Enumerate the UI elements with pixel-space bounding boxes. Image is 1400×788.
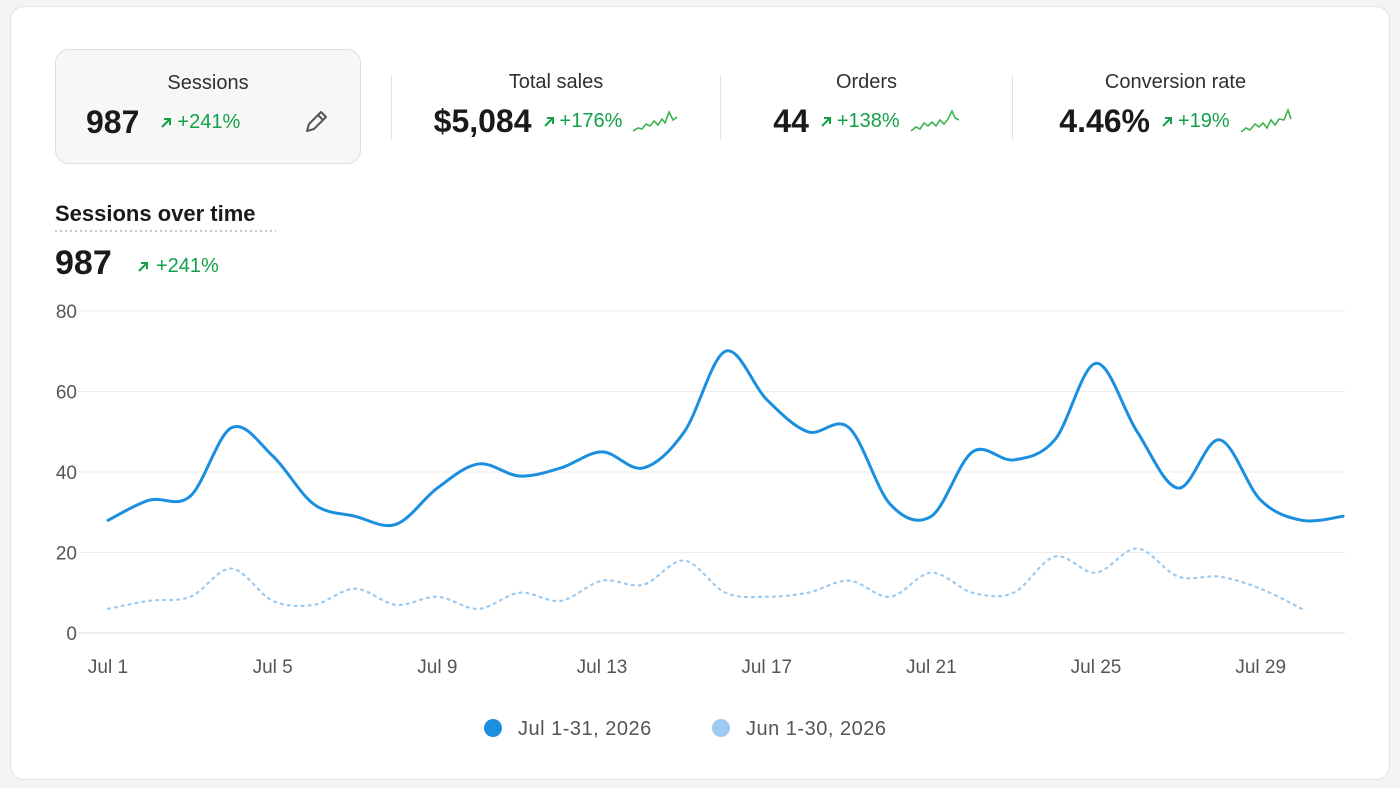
metric-row: 987 +241% [56, 104, 360, 141]
divider [391, 75, 392, 140]
y-tick-label: 80 [56, 302, 77, 323]
metric-value: 4.46% [1059, 103, 1150, 139]
y-tick-label: 0 [66, 624, 77, 645]
metric-value: 987 [86, 104, 140, 140]
x-tick-label: Jul 17 [741, 657, 792, 678]
sparkline [632, 109, 678, 132]
metric-label: Conversion rate [1104, 71, 1247, 93]
chart-total: 987 [55, 244, 112, 282]
metric-card[interactable]: Conversion rate 4.46% +19% [1013, 49, 1338, 164]
metric-card[interactable]: Total sales $5,084 +176% [392, 49, 720, 164]
metric-card[interactable]: Sessions 987 +241% [55, 49, 361, 164]
metric-change: +176% [542, 110, 623, 133]
x-tick-label: Jul 5 [253, 657, 293, 678]
divider [1012, 75, 1013, 140]
up-arrow [821, 116, 831, 127]
metric-row: 4.46% +19% [1013, 103, 1338, 140]
y-tick-label: 20 [56, 544, 77, 565]
x-tick-label: Jul 29 [1235, 657, 1286, 678]
up-arrow [543, 116, 554, 127]
change-text: +138% [836, 110, 900, 132]
up-arrow [138, 262, 148, 272]
sparkline [910, 108, 960, 132]
metric-card[interactable]: Orders 44 +138% [721, 49, 1012, 164]
sparkline [1240, 107, 1292, 133]
x-tick-label: Jul 1 [88, 657, 128, 678]
series-line [106, 349, 1345, 528]
metric-value: $5,084 [433, 103, 532, 139]
legend-label: Jul 1-31, 2026 [518, 718, 652, 740]
metric-label: Total sales [508, 71, 604, 93]
metric-row: 44 +138% [721, 103, 1012, 140]
metric-label: Orders [835, 71, 898, 93]
y-tick-label: 60 [56, 383, 77, 404]
legend-swatch [484, 719, 502, 737]
x-tick-label: Jul 25 [1071, 657, 1122, 678]
change-text: +176% [559, 110, 623, 132]
y-tick-label: 40 [56, 463, 77, 484]
chart-change: +241% [156, 255, 219, 277]
x-tick-label: Jul 21 [906, 657, 957, 678]
up-arrow [161, 117, 172, 128]
metric-row: $5,084 +176% [392, 103, 720, 140]
metric-label: Sessions [167, 72, 249, 94]
series-line [106, 547, 1303, 610]
legend-swatch [712, 719, 730, 737]
legend-label: Jun 1-30, 2026 [746, 718, 886, 740]
change-text: +241% [177, 111, 241, 133]
metric-value: 44 [773, 103, 809, 139]
metric-change: +241% [159, 111, 240, 134]
change-text: +19% [1178, 110, 1230, 132]
x-tick-label: Jul 9 [417, 657, 457, 678]
metric-change: +19% [1160, 110, 1230, 133]
x-tick-label: Jul 13 [577, 657, 628, 678]
edit-icon[interactable] [302, 108, 330, 136]
metric-change: +138% [819, 110, 900, 133]
chart-title: Sessions over time [55, 201, 256, 226]
up-arrow [1162, 116, 1172, 127]
divider [720, 75, 721, 140]
